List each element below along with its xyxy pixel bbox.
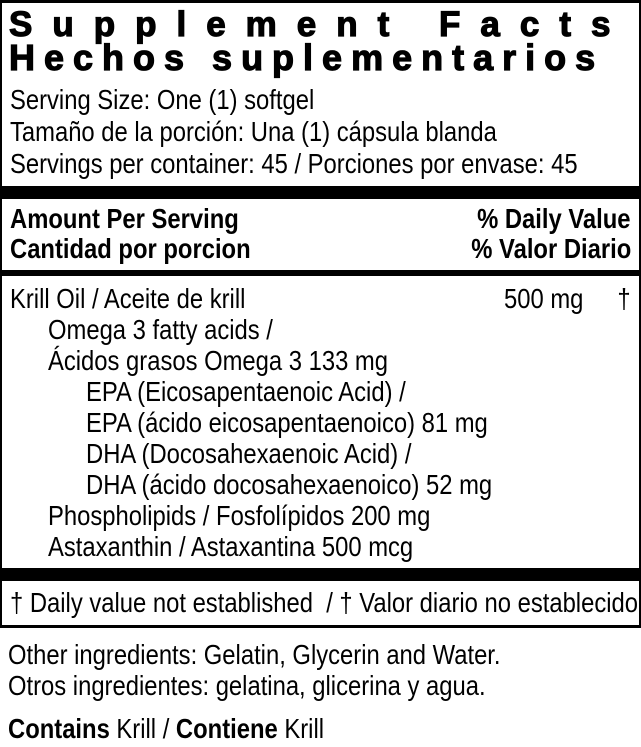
- contains-value-es: Krill: [277, 713, 325, 744]
- separator-bar-thick-top: [2, 186, 639, 199]
- column-header-spanish: Cantidad por porcion % Valor Diario: [10, 234, 631, 264]
- allergen-statement: Contains Krill / Contiene Krill: [8, 713, 633, 745]
- amount-per-serving-label-es: Cantidad por porcion: [10, 233, 251, 264]
- ingredient-row-omega3-en: Omega 3 fatty acids /: [48, 314, 273, 345]
- ingredient-row-epa-en: EPA (Eicosapentaenoic Acid) /: [86, 376, 406, 407]
- serving-size-line-es: Tamaño de la porción: Una (1) cápsula bl…: [10, 116, 497, 147]
- ingredient-row-phospholipids: Phospholipids / Fosfolípidos 200 mg: [48, 500, 431, 531]
- ingredient-name: Krill Oil / Aceite de krill: [10, 283, 246, 314]
- ingredient-row-epa-es: EPA (ácido eicosapentaenoico) 81 mg: [86, 407, 488, 438]
- panel-title-english: Supplement Facts: [8, 5, 631, 44]
- column-header: Amount Per Serving % Daily Value Cantida…: [2, 199, 639, 270]
- amount-per-serving-label: Amount Per Serving: [10, 203, 239, 234]
- ingredient-row-krill-oil: Krill Oil / Aceite de krill 500 mg †: [2, 283, 639, 314]
- servings-per-container-line: Servings per container: 45 / Porciones p…: [10, 148, 578, 179]
- ingredient-amount-group: 500 mg †: [490, 283, 631, 314]
- below-panel-text: Other ingredients: Gelatin, Glycerin and…: [0, 628, 641, 745]
- ingredient-row-dha-en: DHA (Docosahexaenoic Acid) /: [86, 438, 412, 469]
- other-ingredients-english: Other ingredients: Gelatin, Glycerin and…: [8, 639, 501, 670]
- ingredient-row-dha-es: DHA (ácido docosahexaenoico) 52 mg: [86, 469, 493, 500]
- daily-value-label-es: % Valor Diario: [470, 233, 631, 264]
- ingredient-amount: 500 mg: [504, 283, 584, 314]
- separator-bar-medium: [2, 270, 639, 276]
- panel-title-spanish: Hechos suplementarios: [8, 37, 605, 78]
- daily-value-footnote: † Daily value not established / † Valor …: [10, 587, 639, 618]
- other-ingredients-spanish: Otros ingredientes: gelatina, glicerina …: [8, 670, 486, 701]
- ingredient-row-omega3-es: Ácidos grasos Omega 3 133 mg: [48, 345, 388, 376]
- daily-value-dagger: †: [617, 283, 631, 314]
- ingredient-row-astaxanthin: Astaxanthin / Astaxantina 500 mcg: [48, 531, 414, 562]
- daily-value-label: % Daily Value: [477, 203, 631, 234]
- column-header-english: Amount Per Serving % Daily Value: [10, 204, 631, 234]
- ingredient-rows: Krill Oil / Aceite de krill 500 mg † Ome…: [2, 276, 639, 568]
- separator-bar-thick-bottom: [2, 568, 639, 581]
- serving-size-line: Serving Size: One (1) softgel: [10, 84, 315, 115]
- supplement-facts-panel: Supplement Facts Hechos suplementarios S…: [0, 0, 641, 628]
- contains-value-en: Krill /: [109, 713, 176, 744]
- contains-label-es: Contiene: [175, 713, 278, 744]
- contains-label-en: Contains: [8, 713, 110, 744]
- serving-info: Serving Size: One (1) softgel Tamaño de …: [2, 77, 639, 186]
